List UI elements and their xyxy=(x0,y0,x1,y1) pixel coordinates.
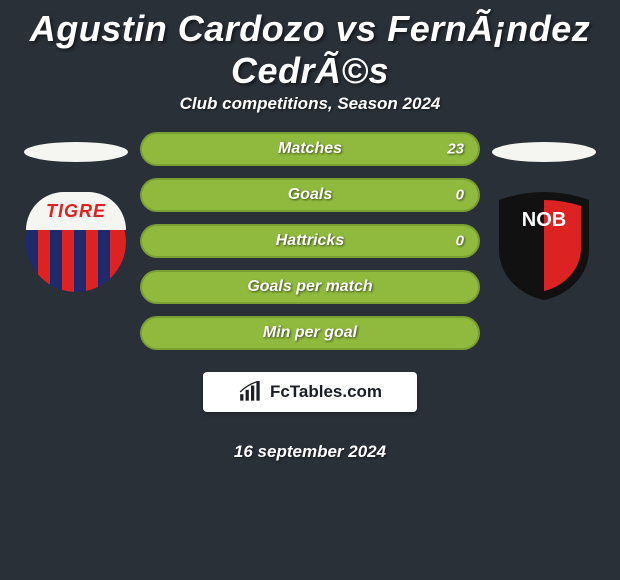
stat-hattricks: Hattricks 0 xyxy=(140,224,480,258)
stat-label: Goals xyxy=(288,186,332,204)
nob-shield-icon: NOB xyxy=(494,192,594,300)
date-text: 16 september 2024 xyxy=(234,442,386,462)
right-side: NOB xyxy=(484,132,604,300)
left-ellipse xyxy=(24,142,128,162)
comparison-main: TIGRE Matches 23 Goals 0 Hattricks 0 Goa… xyxy=(0,132,620,462)
bar-chart-icon xyxy=(238,381,264,403)
brand-logo: FcTables.com xyxy=(238,381,382,403)
stat-value: 0 xyxy=(456,187,464,204)
left-side: TIGRE xyxy=(16,132,136,292)
page-subtitle: Club competitions, Season 2024 xyxy=(0,94,620,132)
stat-label: Goals per match xyxy=(247,278,372,296)
stat-value: 23 xyxy=(447,141,464,158)
page-title: Agustin Cardozo vs FernÃ¡ndez CedrÃ©s xyxy=(0,0,620,94)
stat-min-per-goal: Min per goal xyxy=(140,316,480,350)
stat-matches: Matches 23 xyxy=(140,132,480,166)
stat-goals: Goals 0 xyxy=(140,178,480,212)
nob-badge-label: NOB xyxy=(522,209,566,231)
brand-box: FcTables.com xyxy=(203,372,417,412)
stat-label: Matches xyxy=(278,140,342,158)
brand-text: FcTables.com xyxy=(270,382,382,402)
right-team-badge: NOB xyxy=(494,192,594,300)
stat-label: Hattricks xyxy=(276,232,344,250)
left-team-badge: TIGRE xyxy=(26,192,126,292)
stat-goals-per-match: Goals per match xyxy=(140,270,480,304)
stat-label: Min per goal xyxy=(263,324,357,342)
stat-value: 0 xyxy=(456,233,464,250)
stats-column: Matches 23 Goals 0 Hattricks 0 Goals per… xyxy=(136,132,484,462)
tigre-badge-label: TIGRE xyxy=(26,192,126,230)
right-ellipse xyxy=(492,142,596,162)
